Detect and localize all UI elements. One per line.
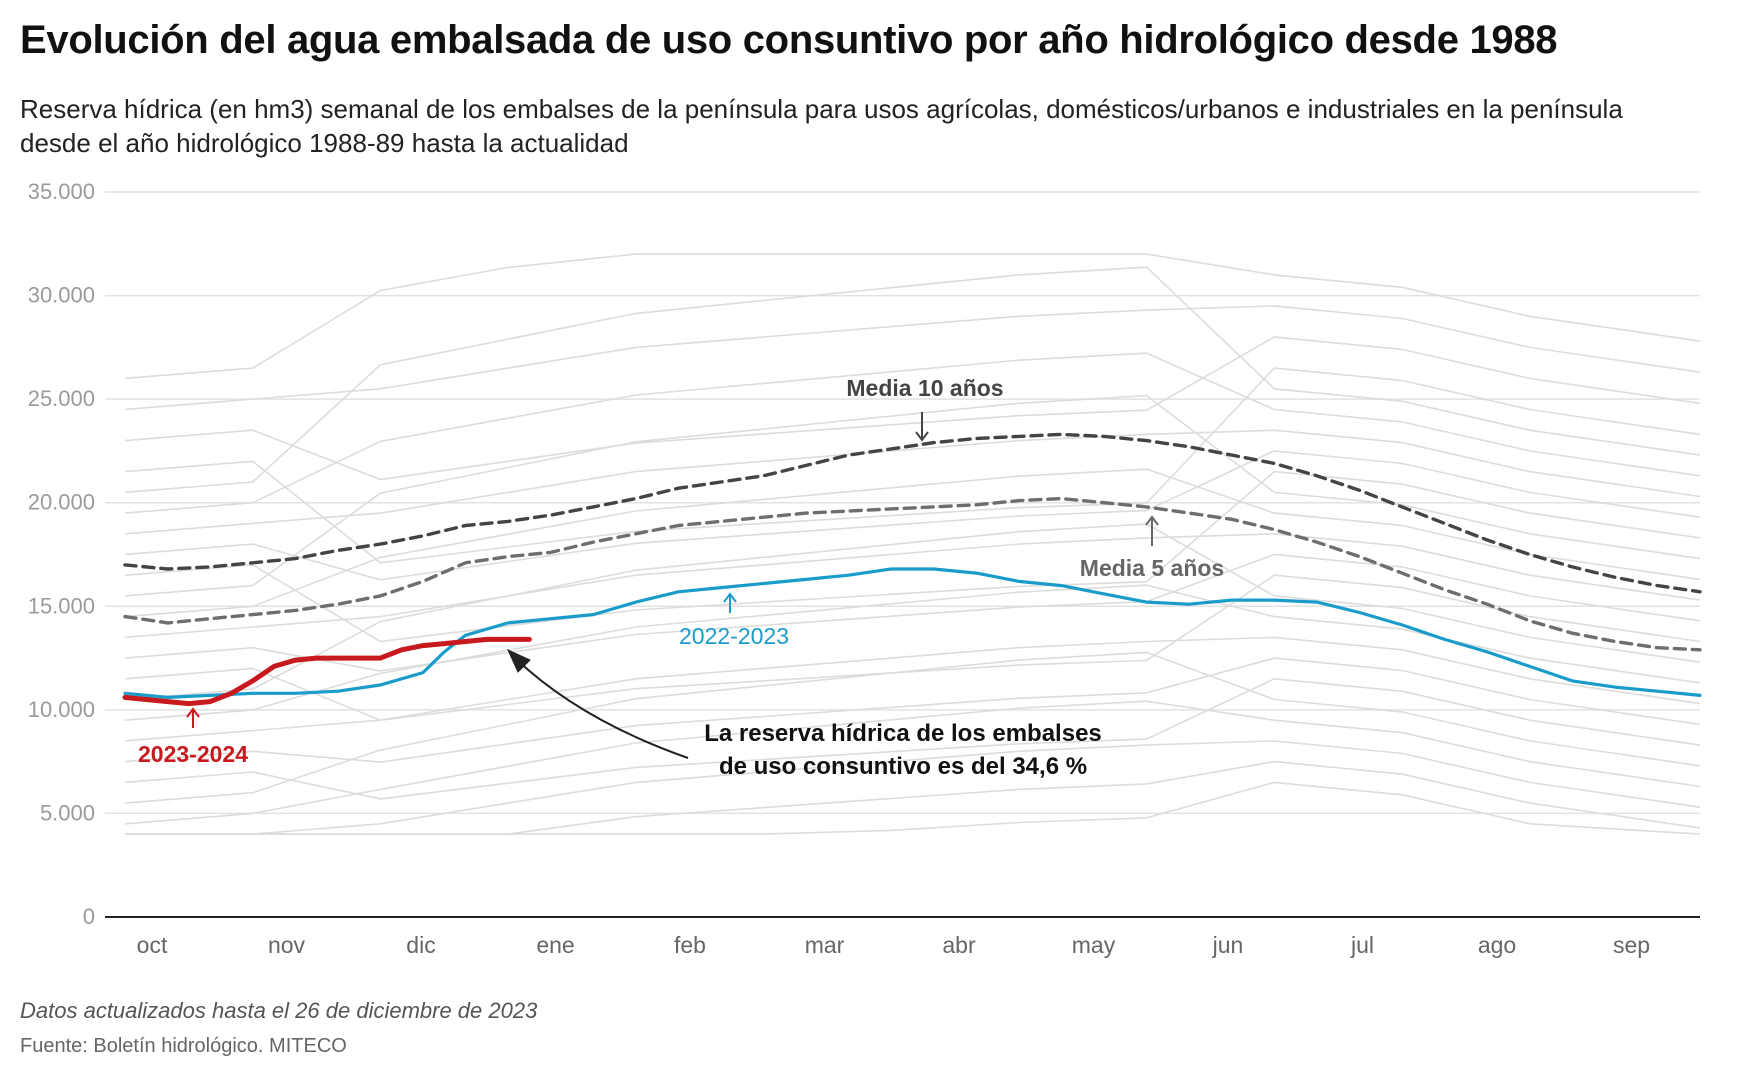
- arrowhead-media-10: [915, 431, 929, 442]
- x-tick-label: dic: [406, 932, 435, 958]
- series-line-previous: [123, 567, 1702, 699]
- history-line: [124, 394, 1701, 597]
- update-note: Datos actualizados hasta el 26 de diciem…: [20, 998, 538, 1023]
- x-tick-label: oct: [137, 932, 168, 958]
- history-line: [124, 305, 1701, 411]
- x-tick-label: may: [1072, 932, 1116, 958]
- callout-line-2: de uso consuntivo es del 34,6 %: [719, 753, 1087, 780]
- callout-arrowhead: [506, 648, 531, 673]
- y-tick-label: 5.000: [40, 800, 95, 825]
- x-tick-label: abr: [942, 932, 976, 958]
- x-tick-label: ago: [1478, 932, 1516, 958]
- history-line: [124, 700, 1701, 825]
- y-tick-label: 30.000: [28, 283, 95, 308]
- y-tick-label: 10.000: [28, 697, 95, 722]
- history-line: [124, 367, 1701, 564]
- callout-line-1: La reserva hídrica de los embalses: [704, 720, 1102, 747]
- y-tick-label: 25.000: [28, 386, 95, 411]
- chart-subtitle: Reserva hídrica (en hm3) semanal de los …: [20, 94, 1623, 158]
- history-line: [125, 781, 1701, 835]
- label-media-10: Media 10 años: [846, 375, 1003, 401]
- history-line: [124, 352, 1701, 514]
- y-tick-label: 35.000: [28, 179, 95, 204]
- x-tick-label: ene: [536, 932, 574, 958]
- label-media-5: Media 5 años: [1080, 555, 1224, 581]
- series-line-current: [122, 636, 532, 707]
- label-2023-2024: 2023-2024: [138, 741, 248, 767]
- x-tick-label: nov: [268, 932, 306, 958]
- arrowhead-2022-2023: [723, 592, 737, 603]
- label-2022-2023: 2022-2023: [679, 623, 789, 649]
- history-line: [124, 429, 1701, 535]
- x-tick-label: jun: [1212, 932, 1244, 958]
- history-line: [124, 677, 1701, 800]
- y-tick-label: 20.000: [28, 490, 95, 515]
- series-line-avg10: [123, 432, 1702, 594]
- x-tick-label: sep: [1613, 932, 1650, 958]
- history-line: [124, 523, 1701, 701]
- chart-title: Evolución del agua embalsada de uso cons…: [20, 18, 1558, 62]
- x-tick-label: mar: [805, 932, 845, 958]
- history-line: [124, 532, 1701, 639]
- x-tick-label: jul: [1350, 932, 1374, 958]
- history-line: [124, 266, 1701, 494]
- history-line: [124, 336, 1701, 481]
- series-line-avg5: [123, 496, 1702, 652]
- y-tick-label: 15.000: [28, 593, 95, 618]
- history-line: [125, 740, 1701, 835]
- history-line: [124, 553, 1701, 672]
- line-chart: 0 5.000 10.000 15.000 20.000 25.000 30.000 35.0…: [28, 179, 1702, 958]
- history-line: [124, 253, 1701, 380]
- arrowhead-2023-2024: [186, 707, 200, 718]
- history-line: [124, 470, 1701, 643]
- x-tick-label: feb: [674, 932, 706, 958]
- history-lines: [124, 253, 1701, 835]
- history-line: [124, 574, 1701, 722]
- history-line: [124, 468, 1701, 618]
- y-tick-label: 0: [83, 904, 95, 929]
- callout-arrow: [514, 657, 689, 759]
- history-line: [124, 450, 1701, 581]
- history-line: [125, 760, 1701, 835]
- source-note: Fuente: Boletín hidrológico. MITECO: [20, 1035, 347, 1057]
- history-line: [124, 584, 1701, 721]
- history-line: [124, 657, 1701, 763]
- arrowhead-media-5: [1145, 515, 1159, 526]
